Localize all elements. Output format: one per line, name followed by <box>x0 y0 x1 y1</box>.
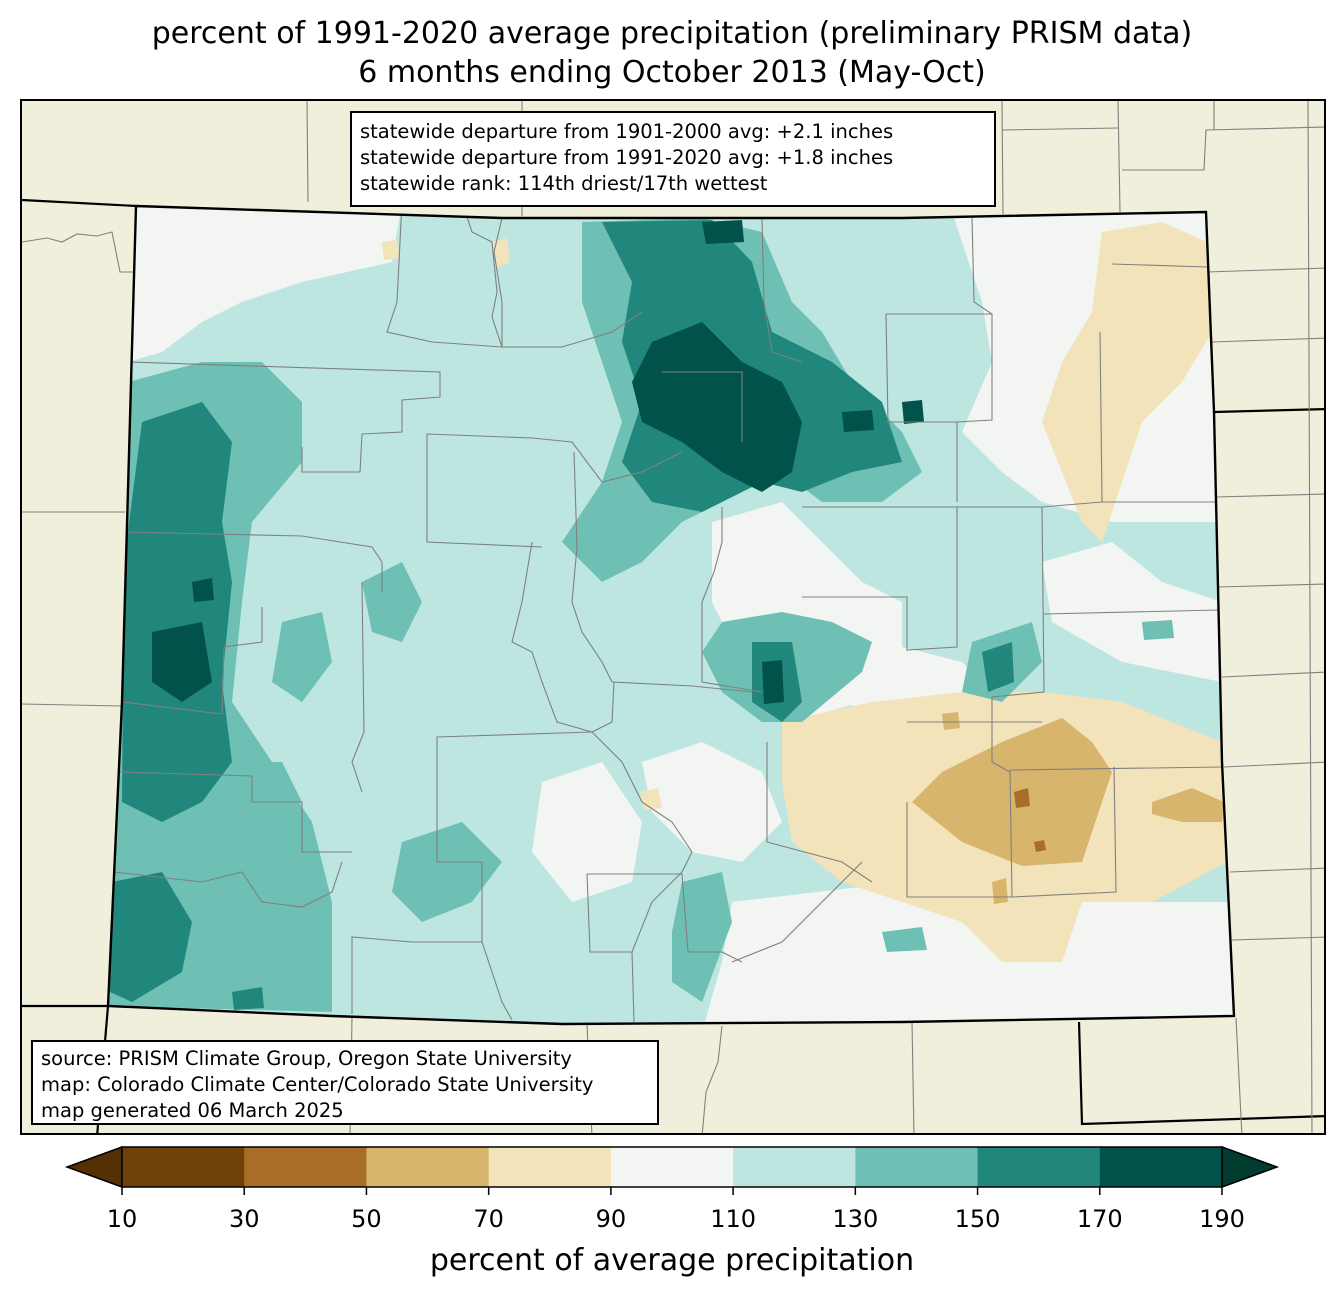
map-title-line-1: percent of 1991-2020 average precipitati… <box>151 16 1193 51</box>
colorbar-tick-190: 190 <box>1199 1205 1245 1233</box>
colorbar-tick-110: 110 <box>710 1205 757 1233</box>
map-svg <box>22 101 1324 1133</box>
colorado-state-border <box>106 204 1236 1026</box>
stats-departure-1991-2020: statewide departure from 1991-2020 avg: … <box>360 146 894 169</box>
colorbar-tick-130: 130 <box>832 1205 879 1233</box>
precipitation-field <box>108 206 1234 1024</box>
statewide-stats-box: statewide departure from 1901-2000 avg: … <box>350 111 996 207</box>
colorbar-tick-70: 70 <box>473 1205 504 1233</box>
source-line: source: PRISM Climate Group, Oregon Stat… <box>41 1047 572 1070</box>
neighbor-county-borders <box>22 101 1324 1133</box>
colorbar-tick-90: 90 <box>595 1205 627 1233</box>
colorbar-bin-130-150 <box>855 1147 979 1187</box>
county-borders <box>113 206 1223 1023</box>
stats-rank: statewide rank: 114th driest/17th wettes… <box>360 172 768 195</box>
colorbar-over-arrow <box>1221 1145 1280 1189</box>
colorbar <box>64 1145 1280 1195</box>
colorbar-outline <box>121 1146 1223 1188</box>
map-panel <box>20 99 1326 1135</box>
colorbar-bin-90-110 <box>610 1147 734 1187</box>
source-credit-box: source: PRISM Climate Group, Oregon Stat… <box>31 1040 659 1125</box>
colorbar-bin-110-130 <box>733 1147 856 1187</box>
generated-date-line: map generated 06 March 2025 <box>41 1099 344 1122</box>
colorbar-bin-30-50 <box>244 1147 367 1187</box>
colorbar-under-arrow <box>64 1145 123 1189</box>
colorbar-label: percent of average precipitation <box>429 1243 915 1278</box>
colorbar-tick-50: 50 <box>351 1205 382 1233</box>
map-credit-line: map: Colorado Climate Center/Colorado St… <box>41 1073 594 1096</box>
map-title-line-2: 6 months ending October 2013 (May-Oct) <box>358 55 986 90</box>
colorbar-tick-170: 170 <box>1076 1205 1123 1233</box>
colorbar-bin-70-90 <box>488 1147 612 1187</box>
colorbar-tick-10: 10 <box>106 1205 138 1233</box>
colorbar-bin-50-70 <box>366 1147 490 1187</box>
colorbar-bin-10-30 <box>122 1147 245 1187</box>
stats-departure-1901-2000: statewide departure from 1901-2000 avg: … <box>360 120 894 143</box>
colorbar-bin-150-170 <box>977 1147 1101 1187</box>
colorbar-tick-150: 150 <box>954 1205 1001 1233</box>
colorbar-bin-170-190 <box>1099 1147 1223 1187</box>
colorbar-tick-30: 30 <box>228 1205 260 1233</box>
